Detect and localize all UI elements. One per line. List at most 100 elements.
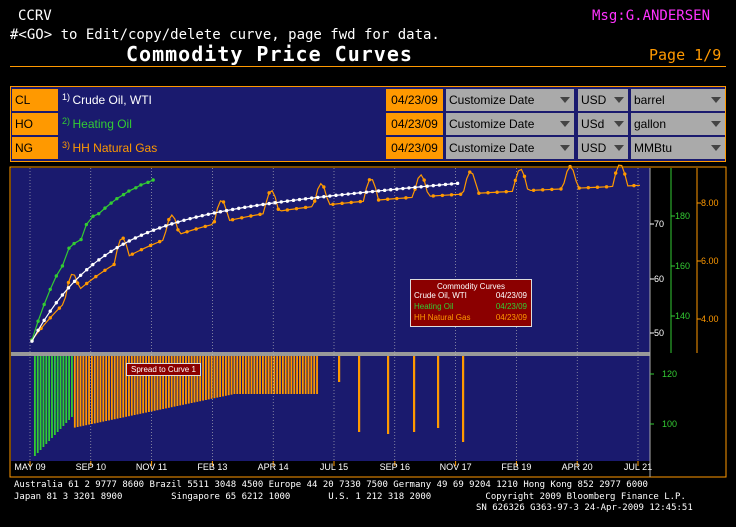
x-tick-label: JUL 15 [319, 462, 349, 472]
spread-bar [242, 356, 244, 394]
spread-bar [196, 356, 199, 402]
crude-oil-point [334, 193, 338, 198]
function-code: CCRV [18, 8, 52, 24]
crude-oil-point [322, 195, 326, 199]
natgas-point [313, 199, 317, 203]
currency-dropdown[interactable]: USD [578, 89, 628, 111]
spread-bar [170, 356, 173, 408]
crude-oil-point [85, 268, 89, 272]
spread-axis-tick: 120 [662, 369, 677, 379]
natgas-point [468, 170, 472, 174]
crude-oil-point [413, 185, 417, 190]
spread-bar [82, 356, 85, 426]
spread-bar [437, 356, 440, 428]
natgas-point [258, 212, 262, 217]
spread-bar [233, 356, 236, 394]
spread-bar [299, 356, 301, 394]
spread-bar [51, 356, 53, 438]
unit-dropdown[interactable]: barrel [631, 89, 725, 111]
crude-oil-point [206, 212, 211, 216]
spread-bar [108, 356, 110, 421]
spread-bar [270, 356, 273, 394]
spread-bar [156, 356, 159, 411]
natgas-point [139, 247, 144, 252]
natgas-point [221, 200, 226, 204]
natgas-point [632, 183, 636, 188]
currency-dropdown[interactable]: USd [578, 113, 628, 135]
unit-dropdown[interactable]: gallon [631, 113, 725, 135]
spread-bar [71, 356, 73, 417]
spread-bar [199, 356, 202, 402]
crude-oil-point [157, 226, 162, 230]
heating-oil-point [72, 241, 76, 246]
crude-oil-point [151, 228, 156, 232]
unit-dropdown[interactable]: MMBtu [631, 137, 725, 159]
chart-border [9, 166, 727, 478]
spread-bar [256, 356, 259, 394]
natgas-point [404, 196, 408, 200]
date-mode-dropdown[interactable]: Customize Date [446, 89, 574, 111]
spread-bar [247, 356, 250, 394]
natgas-point [477, 191, 481, 195]
crude-axis-tick: 50 [654, 328, 664, 338]
curve-date-field[interactable]: 04/23/09 [386, 113, 443, 135]
natgas-point [194, 227, 198, 231]
crude-oil-point [364, 190, 369, 194]
spread-bar [462, 356, 465, 442]
curve-date-field[interactable]: 04/23/09 [386, 89, 443, 111]
spread-bar [179, 356, 182, 406]
heating-oil-point [134, 186, 138, 190]
curve-name-ng[interactable]: 3) HH Natural Gas [62, 137, 382, 159]
crude-oil-point [346, 192, 350, 196]
natgas-point [504, 190, 508, 194]
spread-bar [165, 356, 167, 409]
crude-oil-point [455, 181, 460, 186]
crude-oil-point [389, 188, 393, 192]
spread-bar [187, 356, 190, 404]
ticker-field-ho[interactable]: HO [12, 113, 58, 135]
curve-name-ho[interactable]: 2) Heating Oil [62, 113, 382, 135]
crude-oil-point [188, 216, 192, 221]
spread-bar [358, 356, 361, 432]
date-mode-dropdown[interactable]: Customize Date [446, 137, 574, 159]
natgas-point [157, 239, 162, 244]
spread-bar [45, 356, 48, 444]
curve-name-cl[interactable]: 1) Crude Oil, WTI [62, 89, 382, 111]
natgas-point [604, 185, 609, 189]
heating-oil-point [54, 274, 59, 278]
heating-oil-point [84, 222, 89, 227]
crude-oil-point [316, 195, 320, 200]
curve-date-field[interactable]: 04/23/09 [386, 137, 443, 159]
date-mode-dropdown[interactable]: Customize Date [446, 113, 574, 135]
crude-oil-point [273, 201, 277, 205]
crude-oil-point [109, 249, 113, 254]
natgas-point [613, 171, 618, 175]
currency-dropdown[interactable]: USD [578, 137, 628, 159]
crude-oil-point [249, 204, 253, 209]
spread-bar [281, 356, 284, 394]
spread-bar [76, 356, 79, 427]
crude-oil-point [170, 222, 174, 226]
spread-bar [307, 356, 310, 394]
spread-bar [56, 356, 59, 432]
natgas-point [66, 280, 71, 285]
chevron-down-icon [560, 97, 570, 103]
spread-bar [207, 356, 210, 400]
crude-oil-point [164, 224, 168, 228]
crude-oil-point [54, 301, 59, 305]
message-link[interactable]: Msg:G.ANDERSEN [592, 8, 711, 24]
natgas-point [249, 214, 253, 218]
legend-title: Commodity Curves [436, 282, 505, 291]
x-tick-label: FEB 13 [197, 462, 228, 472]
natgas-point [148, 243, 153, 248]
spread-bar [310, 356, 313, 394]
page-indicator[interactable]: Page 1/9 [649, 46, 722, 64]
natgas-point [167, 217, 171, 222]
ticker-field-ng[interactable]: NG [12, 137, 58, 159]
ticker-field-cl[interactable]: CL [12, 89, 58, 111]
crude-oil-point [127, 239, 131, 243]
x-tick-label: FEB 19 [501, 462, 532, 472]
natgas-point [112, 262, 116, 267]
spread-bar [222, 356, 224, 397]
spread-bar [210, 356, 213, 399]
